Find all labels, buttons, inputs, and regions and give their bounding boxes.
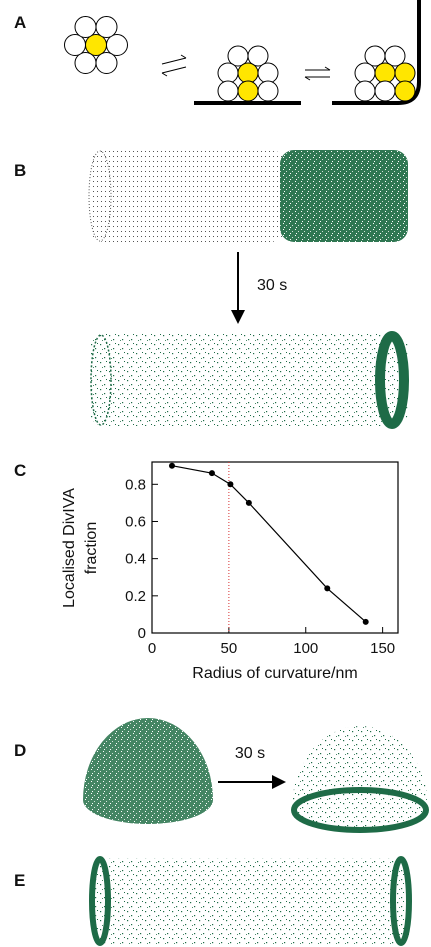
y-tick-label: 0.6: [125, 513, 146, 530]
time-arrow-head: [231, 310, 245, 324]
cylinder-open: [89, 856, 412, 946]
panel-label: E: [14, 871, 25, 890]
data-point: [245, 499, 252, 506]
cylinder-initial: [88, 150, 408, 242]
y-axis-label: fraction: [83, 522, 100, 574]
y-tick-label: 0.2: [125, 588, 146, 605]
cluster-free: [64, 16, 128, 74]
time-arrow-head: [272, 775, 286, 789]
panel-label: A: [14, 13, 26, 32]
x-axis-label: Radius of curvature/nm: [192, 665, 357, 682]
x-tick-label: 150: [370, 640, 395, 657]
equilibrium-arrow: [161, 54, 331, 81]
y-tick-label: 0: [138, 625, 146, 642]
cylinder-final: [90, 331, 409, 429]
dome-final: [291, 726, 429, 833]
panel-label: C: [14, 461, 26, 480]
panel-label: B: [14, 161, 26, 180]
y-tick-label: 0.4: [125, 551, 146, 568]
time-label: 30 s: [257, 277, 287, 294]
x-tick-label: 0: [148, 640, 156, 657]
x-tick-label: 50: [221, 640, 238, 657]
time-label: 30 s: [235, 745, 265, 762]
data-point: [227, 481, 234, 488]
data-point: [168, 462, 175, 469]
panel-label: D: [14, 741, 26, 760]
plot-frame: [151, 461, 399, 634]
data-point: [362, 618, 369, 625]
series-line: [171, 465, 367, 623]
cluster-flat: [217, 45, 279, 102]
chart: 0 50 100 150 0 0.2 0.4 0.6 0.8: [125, 461, 399, 657]
x-tick-label: 100: [293, 640, 318, 657]
curved-membrane: [332, 0, 421, 105]
y-tick-label: 0.8: [125, 476, 146, 493]
data-point: [324, 585, 331, 592]
y-axis-label: Localised DivIVA: [61, 488, 78, 608]
data-point: [208, 470, 215, 477]
dome-initial: [83, 718, 213, 824]
cluster-curved: [354, 45, 416, 102]
